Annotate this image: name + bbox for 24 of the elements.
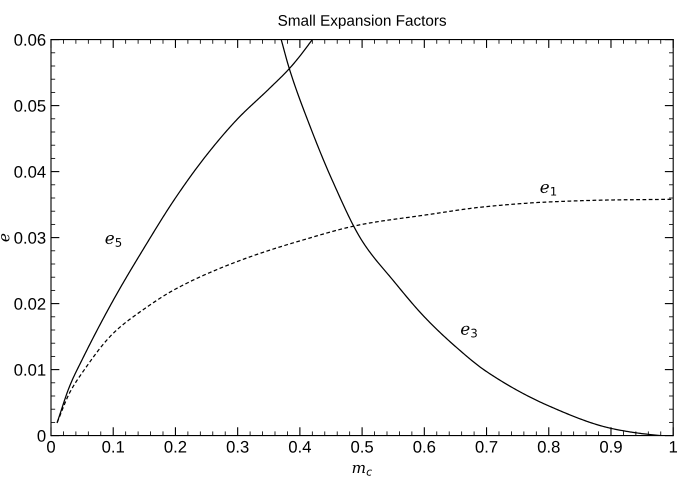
y-tick-label: 0.03 [14,232,46,244]
x-tick-label: 0.4 [288,440,311,453]
x-tick-label: 0.7 [476,440,498,453]
y-tick-label: 0.04 [14,166,46,178]
chart-title: Small Expansion Factors [278,14,446,29]
x-tick-label: 0 [47,440,55,453]
y-tick-label: 0.01 [14,364,46,376]
series-label: e$_{3}$ [461,326,477,338]
y-axis-title: e [1,234,10,242]
y-tick-label: 0.06 [14,34,46,46]
x-axis-title: m$_{c}$ [352,464,372,476]
x-tick-label: 1 [670,441,678,453]
x-tick-label: 0.6 [413,440,436,453]
x-tick-label: 0.8 [538,440,560,453]
y-tick-label: 0.05 [14,100,46,112]
x-tick-label: 0.5 [351,440,373,453]
x-tick-label: 0.3 [226,440,249,453]
x-tick-label: 0.9 [600,440,622,453]
y-tick-label: 0.02 [14,298,46,310]
x-tick-label: 0.2 [164,440,186,453]
x-tick-label: 0.1 [102,440,124,453]
y-tick-label: 0 [38,430,46,442]
series-label: e$_{1}$ [540,184,556,196]
series-label: e$_{5}$ [105,235,122,247]
